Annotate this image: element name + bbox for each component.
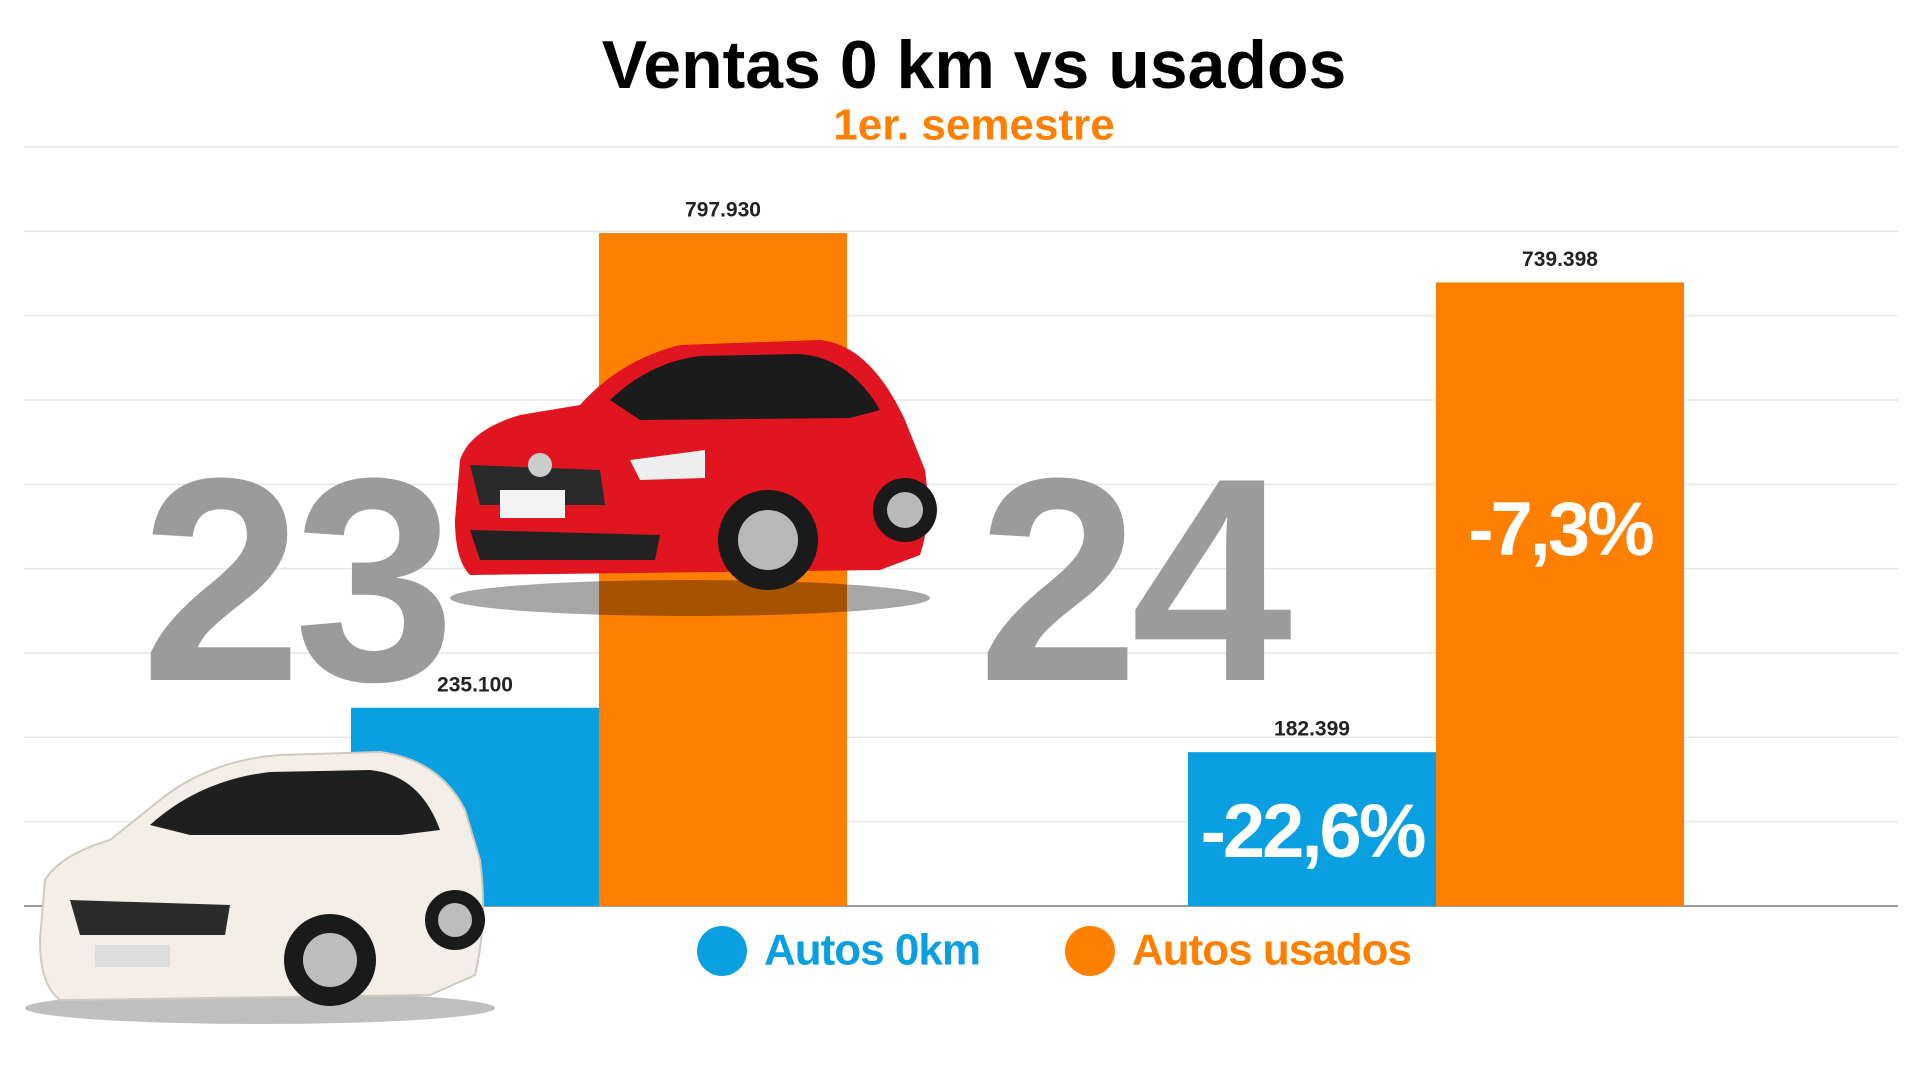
white-car — [25, 750, 495, 1024]
value-label: 182.399 — [1274, 718, 1350, 741]
legend-marker — [697, 926, 747, 976]
legend-label: Autos 0km — [764, 926, 980, 975]
category-label: 23 — [141, 418, 448, 742]
chart-subtitle: 1er. semestre — [833, 101, 1114, 150]
category-label: 24 — [978, 418, 1294, 742]
value-labels: 235.100 797.930 182.399 -22,6% 739.398 -7,3% — [437, 199, 1656, 875]
change-label: -22,6% — [1201, 789, 1425, 874]
red-car — [450, 340, 937, 616]
legend: Autos 0km Autos usados — [697, 926, 1412, 976]
bar — [1436, 282, 1684, 906]
legend-marker — [1065, 926, 1115, 976]
value-label: 739.398 — [1522, 248, 1598, 271]
category-labels: 23 24 — [141, 418, 1302, 742]
value-label: 797.930 — [685, 199, 761, 222]
bar — [1188, 752, 1436, 906]
change-label: -7,3% — [1468, 487, 1653, 572]
chart-title: Ventas 0 km vs usados — [602, 27, 1347, 103]
value-label: 235.100 — [437, 673, 513, 696]
legend-label: Autos usados — [1132, 926, 1411, 975]
